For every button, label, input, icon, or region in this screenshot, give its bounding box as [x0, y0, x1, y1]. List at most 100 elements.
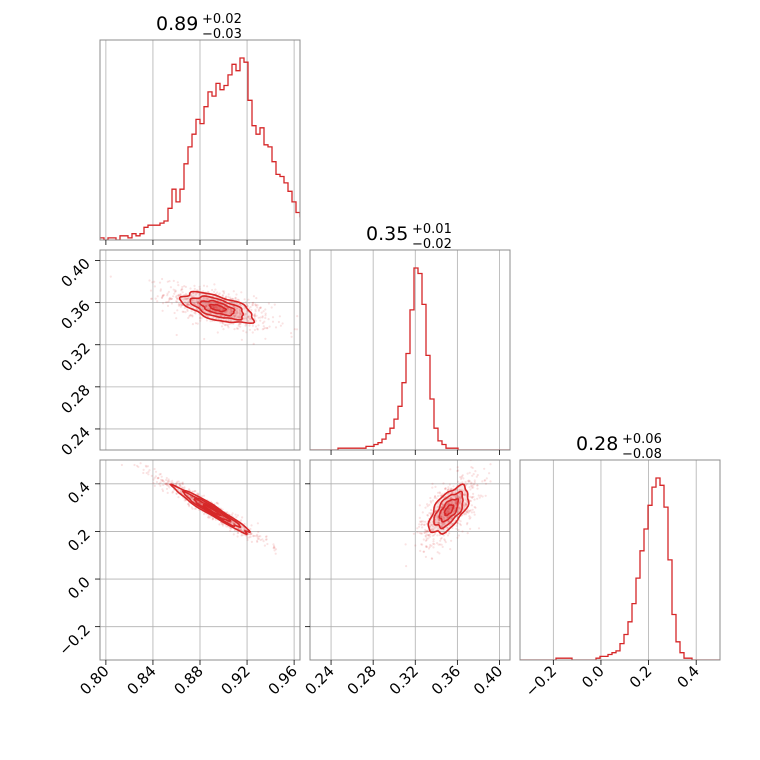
- sample-point: [455, 501, 458, 504]
- sample-point: [425, 544, 428, 548]
- sample-point: [478, 496, 481, 499]
- sample-point: [232, 290, 235, 293]
- sample-point: [193, 284, 196, 287]
- sample-point: [468, 517, 471, 520]
- sample-point: [458, 488, 461, 491]
- sample-point: [446, 534, 450, 537]
- sample-point: [199, 316, 202, 319]
- sample-point: [462, 504, 465, 507]
- sample-point: [178, 482, 181, 486]
- histogram-title-0: 0.89 +0.02−0.03: [156, 12, 242, 42]
- sample-point: [226, 511, 229, 514]
- sample-point: [466, 482, 469, 485]
- sample-point: [179, 489, 182, 493]
- sample-point: [187, 503, 190, 506]
- density-contours: [427, 483, 470, 535]
- sample-point: [162, 294, 166, 297]
- sample-point: [142, 468, 145, 471]
- sample-point: [155, 480, 158, 484]
- sample-point: [158, 281, 162, 284]
- sample-point: [238, 308, 241, 311]
- sample-point: [240, 525, 243, 528]
- sample-point: [202, 494, 206, 497]
- sample-point: [175, 300, 178, 303]
- sample-point: [468, 486, 471, 489]
- y-tick-label: −0.2: [55, 621, 93, 659]
- sample-point: [246, 304, 249, 307]
- sample-point: [441, 523, 444, 526]
- sample-point: [476, 497, 479, 500]
- sample-point: [444, 487, 447, 490]
- sample-point: [259, 306, 262, 309]
- sample-point: [257, 537, 261, 540]
- sample-point: [153, 285, 156, 288]
- sample-point: [440, 543, 443, 546]
- sample-point: [234, 513, 237, 516]
- sample-point: [440, 515, 443, 518]
- sample-point: [438, 552, 441, 555]
- sample-point: [195, 308, 198, 311]
- sample-point: [161, 294, 164, 297]
- sample-point: [465, 510, 468, 513]
- sample-point: [484, 494, 487, 497]
- sample-point: [472, 473, 475, 476]
- sample-point: [254, 303, 257, 306]
- sample-point: [189, 496, 192, 499]
- sample-point: [256, 327, 259, 330]
- sample-point: [259, 538, 262, 542]
- sample-point: [425, 530, 428, 533]
- sample-point: [432, 538, 435, 541]
- sample-point: [264, 326, 267, 330]
- sample-point: [191, 507, 194, 510]
- sample-point: [172, 279, 175, 282]
- sample-point: [441, 522, 444, 525]
- sample-point: [167, 290, 170, 293]
- sample-point: [293, 328, 296, 331]
- sample-point: [472, 483, 475, 486]
- sample-point: [158, 482, 161, 485]
- sample-point: [456, 536, 459, 539]
- sample-point: [279, 324, 282, 327]
- sample-point: [226, 307, 229, 310]
- sample-point: [245, 331, 248, 334]
- sample-point: [187, 302, 190, 305]
- sample-point: [239, 528, 242, 531]
- sample-point: [230, 309, 233, 313]
- x-tick-label: 0.92: [218, 662, 254, 698]
- sample-point: [239, 528, 242, 531]
- sample-point: [459, 524, 462, 527]
- sample-point: [166, 292, 169, 295]
- sample-point: [267, 318, 270, 321]
- sample-point: [196, 301, 199, 305]
- sample-point: [416, 527, 419, 530]
- sample-point: [248, 533, 251, 536]
- sample-point: [475, 475, 478, 478]
- sample-point: [250, 540, 253, 544]
- sample-point: [168, 480, 171, 483]
- sample-point: [470, 484, 473, 487]
- sample-point: [455, 496, 458, 499]
- sample-point: [188, 303, 191, 306]
- sample-point: [235, 310, 238, 313]
- sample-point: [179, 482, 182, 485]
- sample-point: [470, 504, 473, 507]
- sample-point: [227, 293, 230, 296]
- sample-point: [296, 315, 299, 318]
- sample-point: [464, 503, 467, 506]
- sample-point: [464, 513, 468, 516]
- sample-point: [142, 471, 145, 475]
- sample-point: [215, 305, 219, 308]
- sample-point: [235, 293, 238, 296]
- sample-point: [233, 301, 236, 304]
- sample-point: [159, 484, 162, 487]
- sample-point: [206, 290, 209, 293]
- sample-point: [189, 496, 192, 499]
- sample-point: [183, 285, 186, 288]
- scatter-panel-0-2: [99, 459, 301, 661]
- sample-point: [146, 465, 149, 468]
- sample-point: [254, 319, 258, 322]
- sample-point: [437, 518, 440, 521]
- sample-point: [267, 302, 270, 305]
- sample-point: [251, 304, 254, 307]
